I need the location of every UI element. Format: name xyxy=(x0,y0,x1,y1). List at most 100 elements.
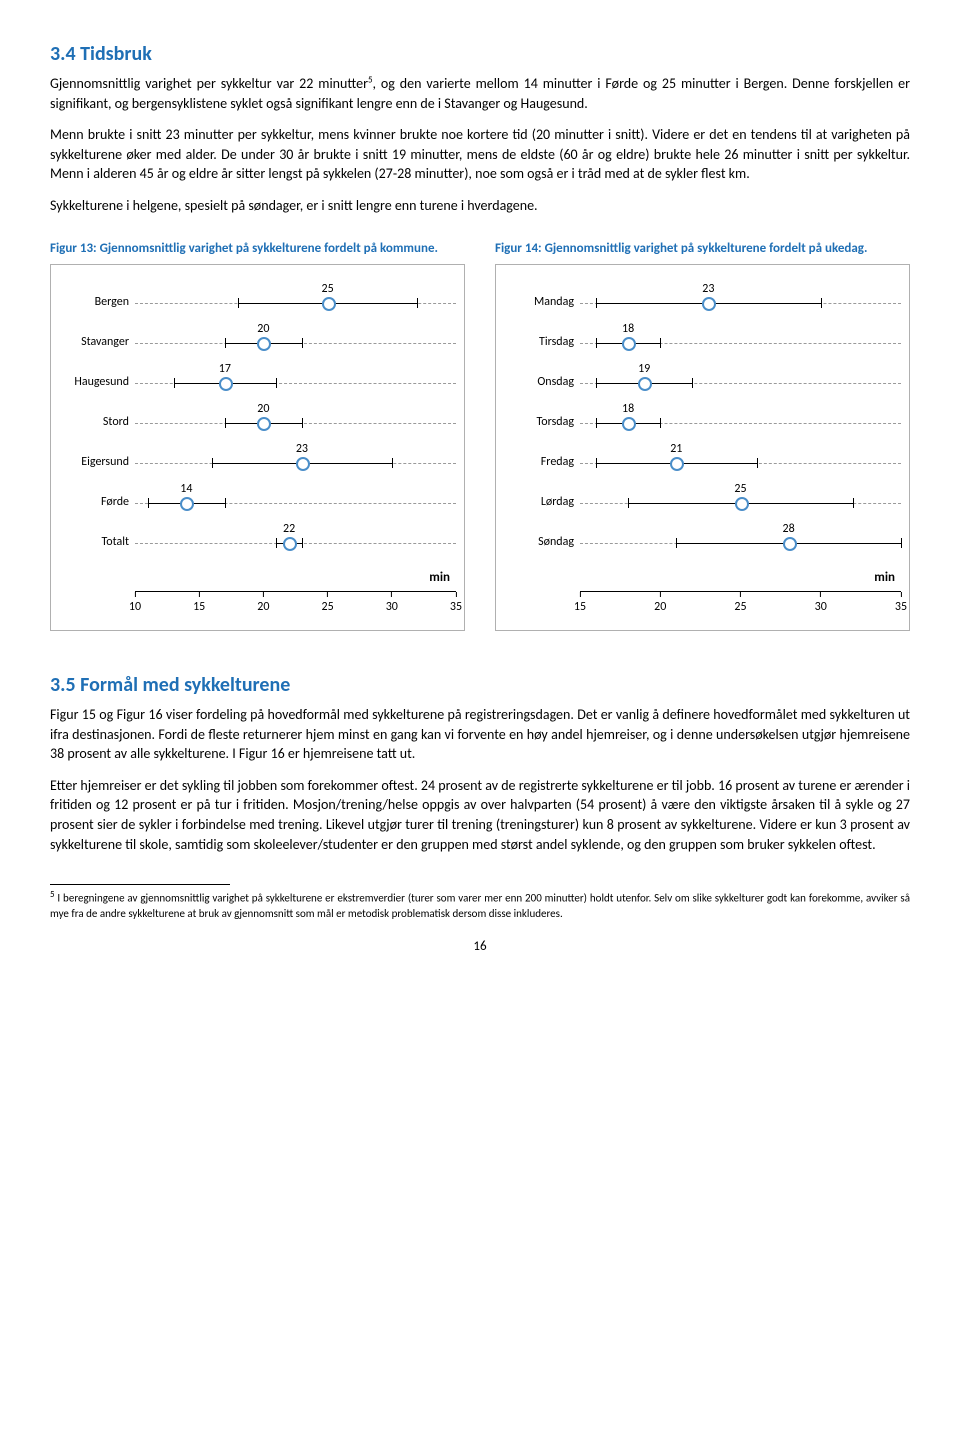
axis-tick: 30 xyxy=(815,592,827,616)
axis-tick: 35 xyxy=(450,592,462,616)
chart-row: Stavanger 20 xyxy=(59,323,456,363)
chart-axis: 1520253035 xyxy=(580,591,901,622)
figure-14-chart: Mandag 23 Tirsdag 18 Onsdag 19 Torsdag 18 Fredag… xyxy=(495,264,910,631)
chart-row: Onsdag 19 xyxy=(504,363,901,403)
chart-value-label: 28 xyxy=(783,521,795,538)
chart-row-label: Stord xyxy=(59,414,135,431)
chart-value-label: 14 xyxy=(180,481,192,498)
body-paragraph: Menn brukte i snitt 23 minutter per sykk… xyxy=(50,125,910,184)
chart-marker xyxy=(322,297,336,311)
chart-marker xyxy=(219,377,233,391)
chart-track: 28 xyxy=(580,523,901,563)
chart-row: Totalt 22 xyxy=(59,523,456,563)
chart-row: Haugesund 17 xyxy=(59,363,456,403)
chart-marker xyxy=(622,337,636,351)
chart-track: 25 xyxy=(135,283,456,323)
chart-row-label: Fredag xyxy=(504,454,580,471)
chart-row-label: Totalt xyxy=(59,534,135,551)
chart-value-label: 23 xyxy=(702,281,714,298)
chart-marker xyxy=(180,497,194,511)
footnote-text: I beregningene av gjennomsnittlig varigh… xyxy=(50,892,910,920)
chart-axis: 101520253035 xyxy=(135,591,456,622)
figure-13-chart: Bergen 25 Stavanger 20 Haugesund 17 Stord 20 Eig… xyxy=(50,264,465,631)
p1a: Gjennomsnittlig varighet per sykkeltur v… xyxy=(50,75,368,92)
chart-track: 23 xyxy=(135,443,456,483)
chart-marker xyxy=(296,457,310,471)
chart-marker xyxy=(283,537,297,551)
chart-row: Bergen 25 xyxy=(59,283,456,323)
chart-track: 18 xyxy=(580,323,901,363)
chart-marker xyxy=(638,377,652,391)
chart-value-label: 25 xyxy=(322,281,334,298)
chart-row-label: Onsdag xyxy=(504,374,580,391)
chart-row: Eigersund 23 xyxy=(59,443,456,483)
chart-marker xyxy=(257,417,271,431)
axis-tick: 15 xyxy=(193,592,205,616)
chart-track: 18 xyxy=(580,403,901,443)
chart-track: 19 xyxy=(580,363,901,403)
chart-track: 25 xyxy=(580,483,901,523)
footnote-separator xyxy=(50,884,230,885)
chart-row-label: Torsdag xyxy=(504,414,580,431)
chart-row-label: Bergen xyxy=(59,294,135,311)
chart-row: Torsdag 18 xyxy=(504,403,901,443)
chart-marker xyxy=(670,457,684,471)
chart-value-label: 22 xyxy=(283,521,295,538)
chart-row-label: Mandag xyxy=(504,294,580,311)
chart-unit: min xyxy=(59,569,456,587)
chart-marker xyxy=(257,337,271,351)
chart-marker xyxy=(783,537,797,551)
chart-value-label: 17 xyxy=(219,361,231,378)
chart-track: 21 xyxy=(580,443,901,483)
chart-row: Søndag 28 xyxy=(504,523,901,563)
chart-track: 17 xyxy=(135,363,456,403)
chart-value-label: 18 xyxy=(622,321,634,338)
axis-tick: 20 xyxy=(257,592,269,616)
body-paragraph: Sykkelturene i helgene, spesielt på sønd… xyxy=(50,196,910,216)
section-heading-tidsbruk: 3.4 Tidsbruk xyxy=(50,40,910,68)
body-paragraph: Etter hjemreiser er det sykling til jobb… xyxy=(50,776,910,854)
chart-value-label: 20 xyxy=(257,401,269,418)
chart-value-label: 19 xyxy=(638,361,650,378)
chart-row-label: Førde xyxy=(59,494,135,511)
chart-row-label: Lørdag xyxy=(504,494,580,511)
chart-track: 14 xyxy=(135,483,456,523)
chart-row: Fredag 21 xyxy=(504,443,901,483)
chart-row: Mandag 23 xyxy=(504,283,901,323)
chart-value-label: 23 xyxy=(296,441,308,458)
axis-tick: 35 xyxy=(895,592,907,616)
chart-track: 23 xyxy=(580,283,901,323)
axis-tick: 30 xyxy=(386,592,398,616)
chart-row-label: Stavanger xyxy=(59,334,135,351)
axis-tick: 15 xyxy=(574,592,586,616)
footnote: 5 I beregningene av gjennomsnittlig vari… xyxy=(50,889,910,921)
chart-row: Stord 20 xyxy=(59,403,456,443)
chart-value-label: 20 xyxy=(257,321,269,338)
chart-row-label: Eigersund xyxy=(59,454,135,471)
chart-value-label: 25 xyxy=(734,481,746,498)
chart-unit: min xyxy=(504,569,901,587)
body-paragraph: Figur 15 og Figur 16 viser fordeling på … xyxy=(50,705,910,764)
chart-track: 20 xyxy=(135,403,456,443)
section-heading-formal: 3.5 Formål med sykkelturene xyxy=(50,671,910,699)
axis-tick: 25 xyxy=(322,592,334,616)
chart-value-label: 18 xyxy=(622,401,634,418)
body-paragraph: Gjennomsnittlig varighet per sykkeltur v… xyxy=(50,74,910,113)
chart-row-label: Haugesund xyxy=(59,374,135,391)
page-number: 16 xyxy=(50,938,910,956)
axis-tick: 10 xyxy=(129,592,141,616)
chart-row: Førde 14 xyxy=(59,483,456,523)
chart-row: Tirsdag 18 xyxy=(504,323,901,363)
chart-track: 20 xyxy=(135,323,456,363)
chart-marker xyxy=(735,497,749,511)
chart-row-label: Søndag xyxy=(504,534,580,551)
chart-marker xyxy=(622,417,636,431)
axis-tick: 25 xyxy=(734,592,746,616)
chart-row-label: Tirsdag xyxy=(504,334,580,351)
chart-marker xyxy=(702,297,716,311)
chart-value-label: 21 xyxy=(670,441,682,458)
figure-14-caption: Figur 14: Gjennomsnittlig varighet på sy… xyxy=(495,240,910,258)
chart-track: 22 xyxy=(135,523,456,563)
axis-tick: 20 xyxy=(654,592,666,616)
figure-13-caption: Figur 13: Gjennomsnittlig varighet på sy… xyxy=(50,240,465,258)
